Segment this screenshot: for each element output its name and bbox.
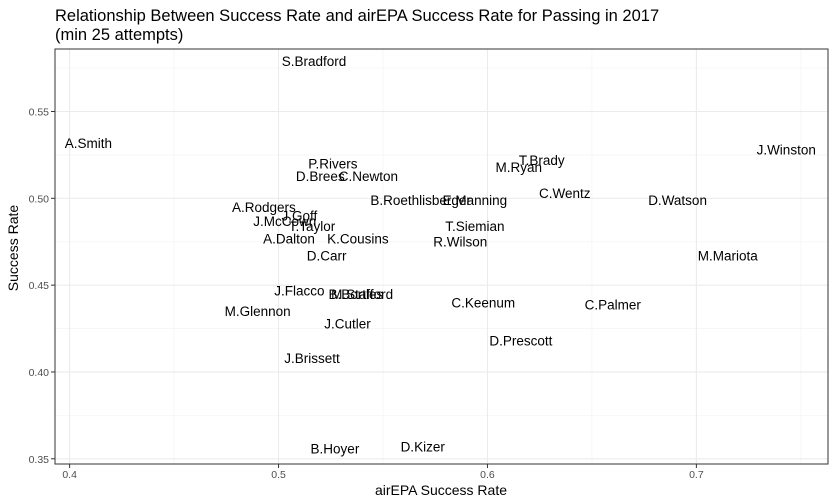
y-tick-label: 0.45	[29, 280, 50, 292]
point-label: K.Cousins	[327, 231, 389, 246]
y-tick-label: 0.50	[29, 193, 50, 205]
point-label: R.Wilson	[433, 235, 487, 250]
point-label: D.Carr	[307, 249, 347, 264]
point-label: B.Bortles	[328, 287, 383, 302]
point-label: D.Brees	[296, 169, 345, 184]
x-tick-label: 0.7	[689, 469, 704, 481]
point-label: T.Siemian	[445, 219, 504, 234]
point-label: M.Ryan	[496, 160, 543, 175]
plot-panel-border	[54, 48, 829, 465]
point-label: C.Keenum	[451, 296, 515, 311]
plot-area: S.Bradford A.Smith J.Winston T.Brady P.River…	[29, 48, 829, 481]
point-label: A.Rodgers	[232, 200, 296, 215]
point-label: S.Bradford	[282, 54, 347, 69]
chart-title: Relationship Between Success Rate and ai…	[55, 7, 659, 25]
plot-panel-background	[55, 49, 828, 464]
point-label: D.Watson	[648, 193, 707, 208]
y-tick-label: 0.35	[29, 454, 50, 466]
point-label: C.Palmer	[585, 297, 642, 312]
point-label: D.Prescott	[489, 334, 552, 349]
point-label: C.Wentz	[539, 186, 591, 201]
point-label: J.McCown	[253, 214, 316, 229]
point-label: M.Stafford	[331, 287, 393, 302]
point-label: B.Roethlisberger	[370, 193, 471, 208]
point-label: E.Manning	[443, 193, 508, 208]
x-tick-label: 0.6	[480, 469, 495, 481]
y-tick-label: 0.55	[29, 107, 50, 119]
point-label: D.Kizer	[401, 440, 446, 455]
x-axis-title: airEPA Success Rate	[375, 482, 507, 498]
point-label: J.Brissett	[284, 351, 340, 366]
x-tick-label: 0.5	[271, 469, 286, 481]
point-label: B.Hoyer	[311, 441, 360, 456]
point-label: A.Dalton	[263, 231, 315, 246]
point-label: M.Mariota	[698, 249, 759, 264]
point-label: P.Rivers	[308, 157, 358, 172]
point-label: J.Winston	[757, 143, 816, 158]
point-label: T.Taylor	[289, 219, 336, 234]
y-axis-title: Success Rate	[5, 205, 21, 292]
y-tick-label: 0.40	[29, 367, 50, 379]
point-label: J.Cutler	[324, 316, 371, 331]
point-label: J.Flacco	[274, 283, 324, 298]
x-tick-label: 0.4	[62, 469, 77, 481]
point-label: C.Newton	[339, 169, 398, 184]
point-label: A.Smith	[65, 136, 112, 151]
chart-subtitle: (min 25 attempts)	[55, 26, 183, 44]
point-label: T.Brady	[519, 153, 565, 168]
point-label: M.Glennon	[225, 304, 291, 319]
point-label: J.Goff	[282, 209, 318, 224]
